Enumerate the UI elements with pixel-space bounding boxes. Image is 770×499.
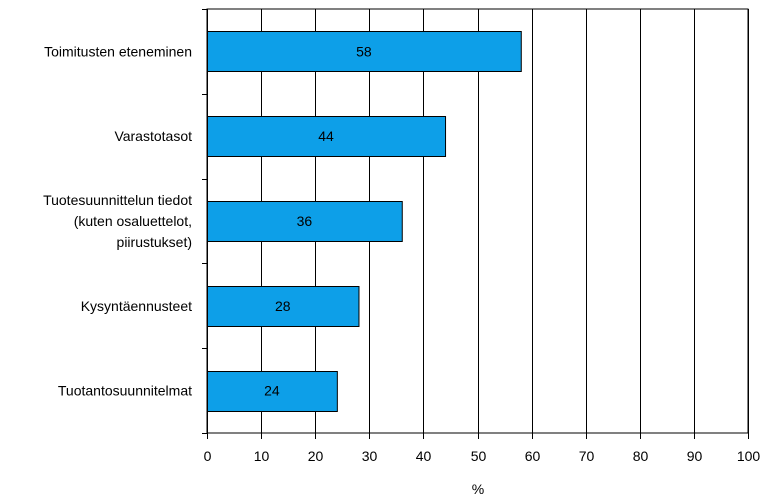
x-tick-label: 20 <box>308 448 324 464</box>
bar <box>207 116 447 157</box>
category-label: Kysyntäennusteet <box>81 298 192 314</box>
category-label: piirustukset) <box>117 234 192 250</box>
x-tick-label: 100 <box>737 448 761 464</box>
bar-value-label: 58 <box>356 43 372 59</box>
bar-value-label: 24 <box>264 383 280 399</box>
bar-value-label: 28 <box>275 298 291 314</box>
category-labels: Toimitusten eteneminen Varastotasot Tuotes… <box>43 43 192 398</box>
bar <box>207 371 338 412</box>
x-axis-label: % <box>472 481 484 497</box>
x-tick-label: 10 <box>254 448 270 464</box>
bars: 58 44 36 28 24 <box>207 31 522 412</box>
x-tick-label: 0 <box>204 448 212 464</box>
bar <box>207 201 403 242</box>
gridlines <box>206 8 749 434</box>
category-label: (kuten osaluettelot, <box>74 213 192 229</box>
x-tick-label: 70 <box>579 448 595 464</box>
bar <box>207 286 360 327</box>
bar-value-label: 36 <box>297 213 313 229</box>
x-tick-label: 50 <box>471 448 487 464</box>
bar-value-label: 44 <box>318 128 334 144</box>
x-tick-label: 80 <box>633 448 649 464</box>
x-tick-label: 60 <box>525 448 541 464</box>
category-label: Tuotesuunnittelun tiedot <box>43 192 192 208</box>
category-label: Tuotantosuunnitelmat <box>58 383 192 399</box>
x-axis-ticks: 0 10 20 30 40 50 60 70 80 90 100 <box>202 9 761 464</box>
category-label: Toimitusten eteneminen <box>44 43 192 59</box>
x-tick-label: 30 <box>362 448 378 464</box>
x-tick-label: 90 <box>687 448 703 464</box>
category-label: Varastotasot <box>114 128 192 144</box>
x-tick-label: 40 <box>416 448 432 464</box>
bar <box>207 31 522 72</box>
